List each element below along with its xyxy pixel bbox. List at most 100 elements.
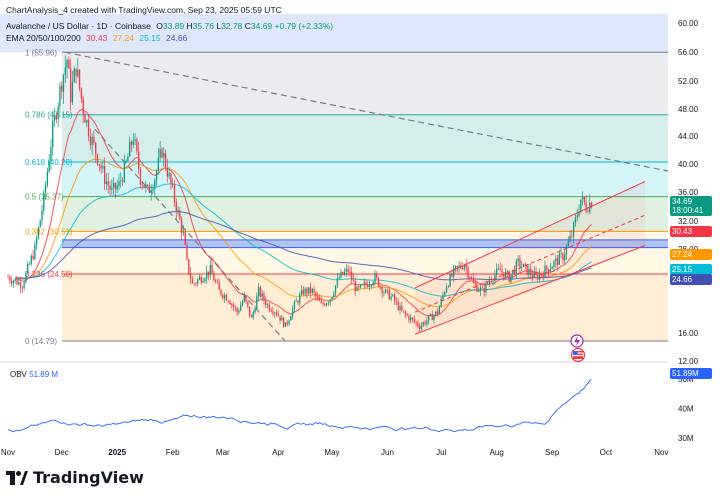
price-axis[interactable]: 60.00 56.00 52.00 48.00 44.00 40.00 36.00 32.00… [678,19,699,366]
price-axis-label: 32.00 [678,217,699,226]
candle [240,301,242,312]
candle [320,295,322,304]
candle [456,265,458,273]
candle [21,285,23,294]
candle [388,287,390,300]
candle [257,282,260,302]
candle [322,300,324,306]
candle [479,285,482,296]
time-axis-label: Feb [166,448,180,457]
candle [283,316,285,328]
symbol-name[interactable]: Avalanche / US Dollar · 1D · Coinbase [6,21,151,31]
candle [186,242,188,261]
candle [7,274,9,279]
candle [311,287,313,295]
candle [453,265,455,283]
candle [220,289,222,297]
candle [331,296,333,301]
candle [229,299,231,305]
time-axis[interactable]: Nov Dec 2025 Feb Mar Apr May Jun Jul Aug Sep Oct Nov [1,448,669,457]
candle [28,261,31,266]
time-axis-label: Nov [1,448,15,457]
candle [286,320,288,327]
candle [293,299,296,314]
open-value: 33.89 [162,21,185,31]
candle [470,275,473,280]
candle [41,204,43,226]
candle [288,319,290,326]
candle [519,254,521,274]
tradingview-logo[interactable]: TradingView [6,468,144,487]
candle [130,139,133,152]
candle [429,313,432,317]
candle [558,250,560,266]
fib-label: 0.786 (47.15) [25,111,73,120]
candle [553,259,555,273]
candle [102,161,104,173]
candle [43,189,45,215]
candle [574,214,577,227]
candle [136,137,138,155]
candle [515,258,518,279]
obv-axis-label: 40M [678,405,694,414]
ema-label[interactable]: EMA 20/50/100/200 [6,33,81,43]
candle [436,308,439,317]
candle [426,316,428,328]
candle [27,261,29,275]
candle [250,314,253,318]
candle [198,274,201,281]
candle [476,281,478,293]
ascending-channel [414,181,646,335]
candle [485,280,487,297]
candle [555,254,557,268]
candle [528,264,530,279]
candle [57,101,59,128]
candle [397,297,399,312]
fib-label: 0.5 (35.37) [25,193,64,202]
candle [583,196,586,206]
candle [87,114,90,141]
candle [587,208,589,214]
candle [134,132,136,146]
candle [428,315,430,325]
candle [78,69,81,92]
candle [173,179,176,207]
candle [25,270,27,284]
price-axis-label: 44.00 [678,132,699,141]
candle [52,110,54,157]
obv-pane: 50M 40M 30M [7,375,694,443]
candle [533,265,535,278]
candle [234,305,236,312]
lightning-icon[interactable] [570,334,584,348]
candle [236,306,238,317]
candle [329,299,331,306]
candle [166,158,168,183]
tradingview-brand: TradingView [33,468,144,487]
candle [508,269,510,283]
candle [324,302,326,307]
candle [123,154,125,184]
candle [304,286,306,297]
obv-label[interactable]: OBV [10,370,27,379]
candle [481,285,483,289]
price-chart[interactable]: 1 (55.96)0.786 (47.15)0.618 (40.28)0.5 (… [0,0,720,460]
candle [91,133,93,155]
candle [295,297,297,302]
candle [551,265,553,270]
support-band [62,239,668,248]
candle [562,251,564,264]
fib-zone [62,52,668,115]
channel-fill [415,181,645,335]
candle [444,291,446,298]
zone-above-1 [0,14,668,53]
us-flag-icon[interactable] [570,347,586,363]
candle [39,219,41,228]
time-axis-label: May [324,448,339,457]
candle [82,95,84,124]
candle [526,264,528,276]
candle [368,280,371,291]
candle [569,230,571,243]
candle [413,315,415,324]
candle [367,280,369,288]
candle [146,183,149,190]
